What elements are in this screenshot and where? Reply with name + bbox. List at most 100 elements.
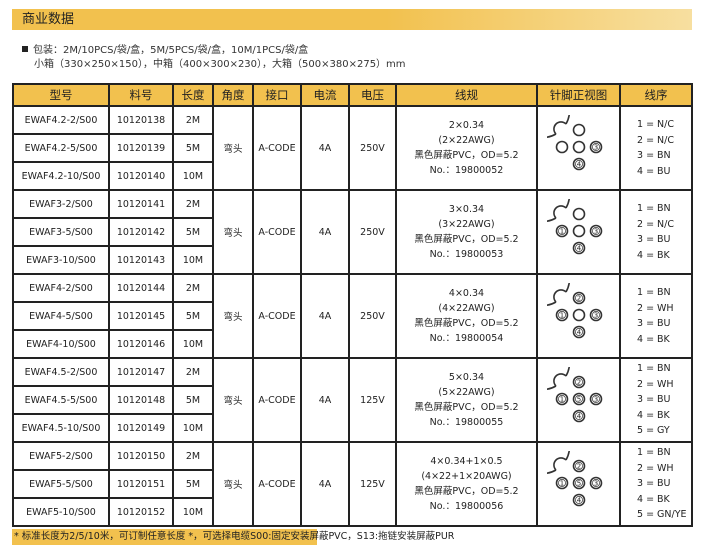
pin	[572, 224, 585, 237]
angle-cell: 弯头	[212, 189, 254, 275]
pin-diagram-icon: 1 2 5 3 4	[514, 418, 602, 506]
table-row: EWAF4.5-10/S00 10120149 10M	[12, 413, 692, 443]
length-cell: 5M	[172, 469, 214, 499]
column-header: 电压	[348, 83, 397, 107]
table-row: EWAF4-2/S00 10120144 2M 弯头 A-CODE 4A 250V 4×0.3…	[12, 250, 693, 359]
voltage-cell: 250V	[348, 273, 397, 359]
packaging-info: 包装：2M/10PCS/袋/盒，5M/5PCS/袋/盒，10M/1PCS/袋/盒…	[22, 44, 406, 72]
cable-spec-cell: 4×0.34 (4×22AWG) 黑色屏蔽PVC，OD=5.2 No.：1980005…	[395, 273, 538, 359]
pin-diagram-cell: 1 2 5 3 4	[514, 418, 621, 527]
part-number-cell: 10120141	[108, 189, 174, 219]
angle-cell: 弯头	[212, 105, 254, 191]
part-number-cell: 10120147	[108, 357, 174, 387]
column-header: 线序	[619, 83, 693, 107]
wire-order-cell: 1 = BN 2 = WH 3 = BU 4 = BK 5 = GY	[619, 357, 693, 443]
column-header: 电流	[300, 83, 350, 107]
model-cell: EWAF5-5/S00	[12, 469, 110, 499]
svg-text:4: 4	[576, 328, 581, 336]
current-cell: 4A	[300, 357, 350, 443]
table-row: EWAF4.2-5/S00 10120139 5M	[12, 133, 692, 163]
spec-line: No.：19800055	[429, 417, 504, 428]
part-number-cell: 10120143	[108, 245, 174, 275]
pin	[555, 392, 568, 405]
svg-text:2: 2	[576, 462, 580, 470]
pin	[572, 291, 585, 304]
wire-line: 3 = BN	[637, 150, 671, 161]
part-number-cell: 10120142	[108, 217, 174, 247]
section-title: 商业数据	[12, 9, 692, 30]
table-row: EWAF4.5-2/S00 10120147 2M 弯头 A-CODE 4A 125V 5×0…	[12, 334, 693, 443]
cable-spec-cell: 2×0.34 (2×22AWG) 黑色屏蔽PVC，OD=5.2 No.：1980005…	[395, 105, 538, 191]
model-cell: EWAF3-2/S00	[12, 189, 110, 219]
pin	[572, 409, 585, 422]
wire-line: 1 = BN	[637, 447, 671, 459]
pin	[589, 392, 602, 405]
wire-line: 1 = BN	[637, 287, 671, 298]
packaging-line: 包装：2M/10PCS/袋/盒，5M/5PCS/袋/盒，10M/1PCS/袋/盒	[33, 45, 309, 56]
interface-cell: A-CODE	[252, 273, 302, 359]
spec-line: (4×22+1×20AWG)	[421, 471, 512, 482]
footnote: * 标准长度为2/5/10米，可订制任意长度 *，可选择电缆S00:固定安装屏蔽…	[12, 529, 454, 545]
wire-line: 4 = BK	[637, 493, 670, 505]
wire-line: 4 = BK	[637, 249, 670, 261]
svg-text:4: 4	[576, 244, 581, 252]
part-number-cell: 10120146	[108, 329, 174, 359]
pin-diagram-icon: 1 2 5 3 4	[514, 334, 602, 422]
svg-text:3: 3	[593, 143, 597, 151]
current-cell: 4A	[300, 273, 350, 359]
pin	[572, 392, 585, 405]
table-row: EWAF4-10/S00 10120146 10M	[12, 329, 692, 359]
pin	[589, 476, 602, 489]
table-row: EWAF4-5/S00 10120145 5M	[12, 301, 692, 331]
wire-order-cell: 1 = N/C 2 = N/C 3 = BN 4 = BU	[619, 105, 693, 191]
interface-cell: A-CODE	[252, 189, 302, 275]
svg-text:4: 4	[576, 412, 581, 420]
length-cell: 2M	[172, 273, 214, 303]
part-number-cell: 10120145	[108, 301, 174, 331]
part-number-cell: 10120144	[108, 273, 174, 303]
pin	[555, 140, 568, 153]
table-row: EWAF5-10/S00 10120152 10M	[12, 497, 692, 527]
part-number-cell: 10120150	[108, 441, 174, 471]
part-number-cell: 10120140	[108, 161, 174, 191]
spec-line: 4×0.34+1×0.5	[430, 456, 503, 467]
column-header: 线规	[395, 83, 538, 107]
column-header: 角度	[212, 83, 254, 107]
column-header: 针脚正视图	[536, 83, 621, 107]
spec-line: No.：19800056	[429, 501, 504, 512]
wire-order-cell: 1 = BN 2 = WH 3 = BU 4 = BK 5 = GN/YE	[619, 441, 693, 527]
part-number-cell: 10120152	[108, 497, 174, 527]
svg-text:3: 3	[593, 479, 597, 487]
model-cell: EWAF3-10/S00	[12, 245, 110, 275]
model-cell: EWAF4.2-10/S00	[12, 161, 110, 191]
current-cell: 4A	[300, 189, 350, 275]
model-cell: EWAF4.5-10/S00	[12, 413, 110, 443]
part-number-cell: 10120148	[108, 385, 174, 415]
current-cell: 4A	[300, 441, 350, 527]
product-table: 型号 料号 长度 角度 接口 电流 电压 线规 针脚正视图 线序 EWAF4.2-2/S00 101…	[12, 82, 693, 527]
pin-diagram-cell: 1 2 5 3 4	[514, 334, 621, 443]
wire-line: 5 = GY	[637, 425, 670, 437]
length-cell: 10M	[172, 161, 214, 191]
spec-line: (3×22AWG)	[438, 219, 495, 230]
pin	[572, 308, 585, 321]
table-row: EWAF4.2-2/S00 10120138 2M 弯头 A-CODE 4A 250V 2×0…	[12, 82, 693, 191]
table-row: EWAF4.5-5/S00 10120148 5M	[12, 385, 692, 415]
part-number-cell: 10120139	[108, 133, 174, 163]
pin	[589, 140, 602, 153]
model-cell: EWAF3-5/S00	[12, 217, 110, 247]
wire-line: 3 = BU	[637, 234, 671, 245]
pin-diagram-icon: 34	[514, 82, 602, 170]
column-header: 接口	[252, 83, 302, 107]
wire-line: 3 = BU	[637, 394, 671, 406]
length-cell: 10M	[172, 497, 214, 527]
length-cell: 10M	[172, 413, 214, 443]
model-cell: EWAF4-2/S00	[12, 273, 110, 303]
table-row: EWAF3-10/S00 10120143 10M	[12, 245, 692, 275]
spec-line: 黑色屏蔽PVC，OD=5.2	[414, 234, 519, 245]
pin	[555, 224, 568, 237]
pin	[555, 476, 568, 489]
voltage-cell: 250V	[348, 105, 397, 191]
cable-spec-cell: 5×0.34 (5×22AWG) 黑色屏蔽PVC，OD=5.2 No.：1980005…	[395, 357, 538, 443]
table-row: EWAF5-5/S00 10120151 5M	[12, 469, 692, 499]
